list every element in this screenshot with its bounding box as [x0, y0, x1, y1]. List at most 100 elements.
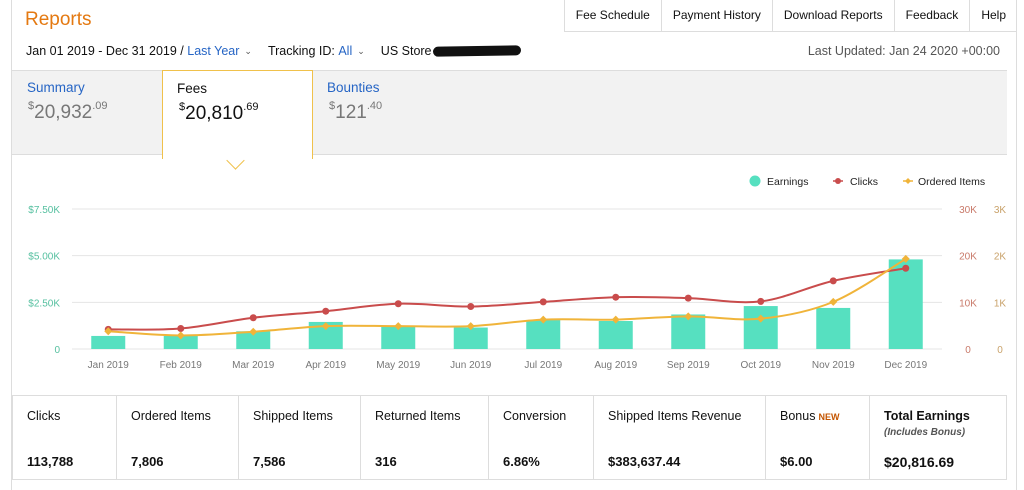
download-reports-link[interactable]: Download Reports: [773, 0, 895, 31]
x-tick-label: Jul 2019: [524, 360, 562, 371]
new-badge: NEW: [818, 412, 840, 422]
help-link[interactable]: Help: [981, 8, 1006, 22]
point-clicks: [394, 300, 402, 308]
last-updated: Last Updated: Jan 24 2020 +00:00: [807, 44, 1000, 58]
y-right-clicks-tick-label: 20K: [959, 252, 977, 263]
tab-fees-amount: $20,810.69: [179, 101, 259, 124]
point-clicks: [829, 277, 837, 285]
x-tick-label: Oct 2019: [740, 360, 781, 371]
bar-earnings: [91, 335, 126, 349]
point-clicks: [684, 294, 692, 302]
stat-conversion: Conversion 6.86%: [489, 396, 594, 479]
point-clicks: [612, 293, 620, 301]
y-right-items-tick-label: 3K: [994, 205, 1007, 216]
period-dropdown[interactable]: Last Year: [187, 44, 240, 58]
y-right-items-tick-label: 0: [997, 345, 1003, 356]
bar-earnings: [888, 259, 923, 349]
point-ordered-items: [104, 327, 113, 336]
page-title: Reports: [25, 9, 92, 30]
x-tick-label: Aug 2019: [594, 360, 637, 371]
earnings-chart: 0 0 0 $2.50K 10K 1K $5.00K 20K 2K $7.50K 30K 3K Jan …: [28, 175, 1007, 371]
bar-earnings: [743, 306, 778, 349]
date-range: Jan 01 2019 - Dec 31 2019 /: [26, 44, 184, 58]
x-tick-label: May 2019: [376, 360, 420, 371]
redacted-store-id: [432, 45, 521, 57]
store-selector[interactable]: US Store: [380, 44, 432, 58]
payment-history-link[interactable]: Payment History: [662, 0, 773, 31]
point-clicks: [467, 303, 475, 311]
point-ordered-items: [684, 312, 693, 321]
point-clicks: [249, 314, 257, 322]
point-clicks: [322, 307, 330, 315]
bar-earnings: [163, 335, 198, 349]
tab-fees[interactable]: Fees $20,810.69: [162, 70, 313, 159]
tab-bounties-amount: $121.40: [329, 100, 383, 123]
point-ordered-items: [539, 315, 548, 324]
y-right-items-tick-label: 1K: [994, 298, 1007, 309]
point-clicks: [902, 264, 910, 272]
line-clicks: [108, 267, 906, 331]
stat-clicks: Clicks 113,788: [13, 396, 117, 479]
chevron-down-icon[interactable]: ⌄: [244, 45, 252, 56]
tab-summary-amount: $20,932.09: [28, 100, 108, 123]
tracking-id-dropdown[interactable]: All: [338, 44, 353, 58]
y-right-clicks-tick-label: 0: [965, 345, 971, 356]
feedback-link[interactable]: Feedback: [895, 0, 971, 31]
x-tick-label: Mar 2019: [232, 360, 275, 371]
x-tick-label: Nov 2019: [812, 360, 855, 371]
y-left-tick-label: $2.50K: [28, 298, 60, 309]
fee-schedule-link[interactable]: Fee Schedule: [565, 0, 662, 31]
legend-items-label: Ordered Items: [918, 176, 985, 188]
point-ordered-items: [249, 327, 258, 336]
tab-bounties[interactable]: Bounties $121.40: [315, 70, 465, 155]
stat-bonus: Bonus NEW $6.00: [766, 396, 870, 479]
bar-earnings: [381, 325, 416, 349]
legend-clicks-swatch: [835, 178, 841, 184]
point-ordered-items: [901, 254, 910, 263]
point-clicks: [757, 297, 765, 305]
point-ordered-items: [829, 297, 838, 306]
top-nav: Fee Schedule Payment History Download Re…: [563, 0, 1017, 32]
point-ordered-items: [321, 322, 330, 331]
legend-items-swatch: [905, 178, 911, 184]
legend-earnings-swatch: [749, 175, 761, 187]
x-tick-label: Jun 2019: [450, 360, 492, 371]
tab-summary[interactable]: Summary $20,932.09: [14, 70, 162, 155]
bar-earnings: [236, 331, 271, 349]
chevron-down-icon[interactable]: ⌄: [357, 45, 365, 56]
tab-bounties-label: Bounties: [327, 80, 380, 95]
point-ordered-items: [466, 322, 475, 331]
stat-returned-items: Returned Items 316: [361, 396, 489, 479]
x-tick-label: Apr 2019: [305, 360, 346, 371]
legend-earnings-label: Earnings: [767, 176, 808, 188]
bar-earnings: [526, 320, 561, 349]
line-ordered-items: [108, 258, 907, 337]
y-left-tick-label: $7.50K: [28, 205, 60, 216]
stats-bar: Clicks 113,788 Ordered Items 7,806 Shipped…: [12, 395, 1007, 480]
point-ordered-items: [176, 331, 185, 340]
point-ordered-items: [756, 314, 765, 323]
x-tick-label: Jan 2019: [88, 360, 130, 371]
y-right-clicks-tick-label: 30K: [959, 205, 977, 216]
x-tick-label: Feb 2019: [160, 360, 203, 371]
y-left-tick-label: 0: [54, 345, 60, 356]
bar-earnings: [453, 327, 488, 349]
point-ordered-items: [611, 315, 620, 324]
point-ordered-items: [394, 322, 403, 331]
tab-summary-label: Summary: [27, 80, 85, 95]
report-frame: [11, 0, 1017, 490]
point-clicks: [177, 324, 185, 332]
bar-earnings: [598, 321, 633, 349]
x-tick-label: Sep 2019: [667, 360, 710, 371]
y-right-clicks-tick-label: 10K: [959, 298, 977, 309]
stat-total-earnings: Total Earnings (Includes Bonus) $20,816.69: [884, 409, 970, 470]
y-right-items-tick-label: 2K: [994, 252, 1007, 263]
bar-earnings: [816, 307, 851, 349]
stat-ordered-items: Ordered Items 7,806: [117, 396, 239, 479]
legend-clicks-label: Clicks: [850, 176, 878, 188]
stat-shipped-revenue: Shipped Items Revenue $383,637.44: [594, 396, 766, 479]
filter-bar: Jan 01 2019 - Dec 31 2019 / Last Year ⌄ T…: [26, 44, 521, 58]
stat-shipped-items: Shipped Items 7,586: [239, 396, 361, 479]
tracking-id-label: Tracking ID:: [267, 44, 335, 58]
x-tick-label: Dec 2019: [884, 360, 927, 371]
